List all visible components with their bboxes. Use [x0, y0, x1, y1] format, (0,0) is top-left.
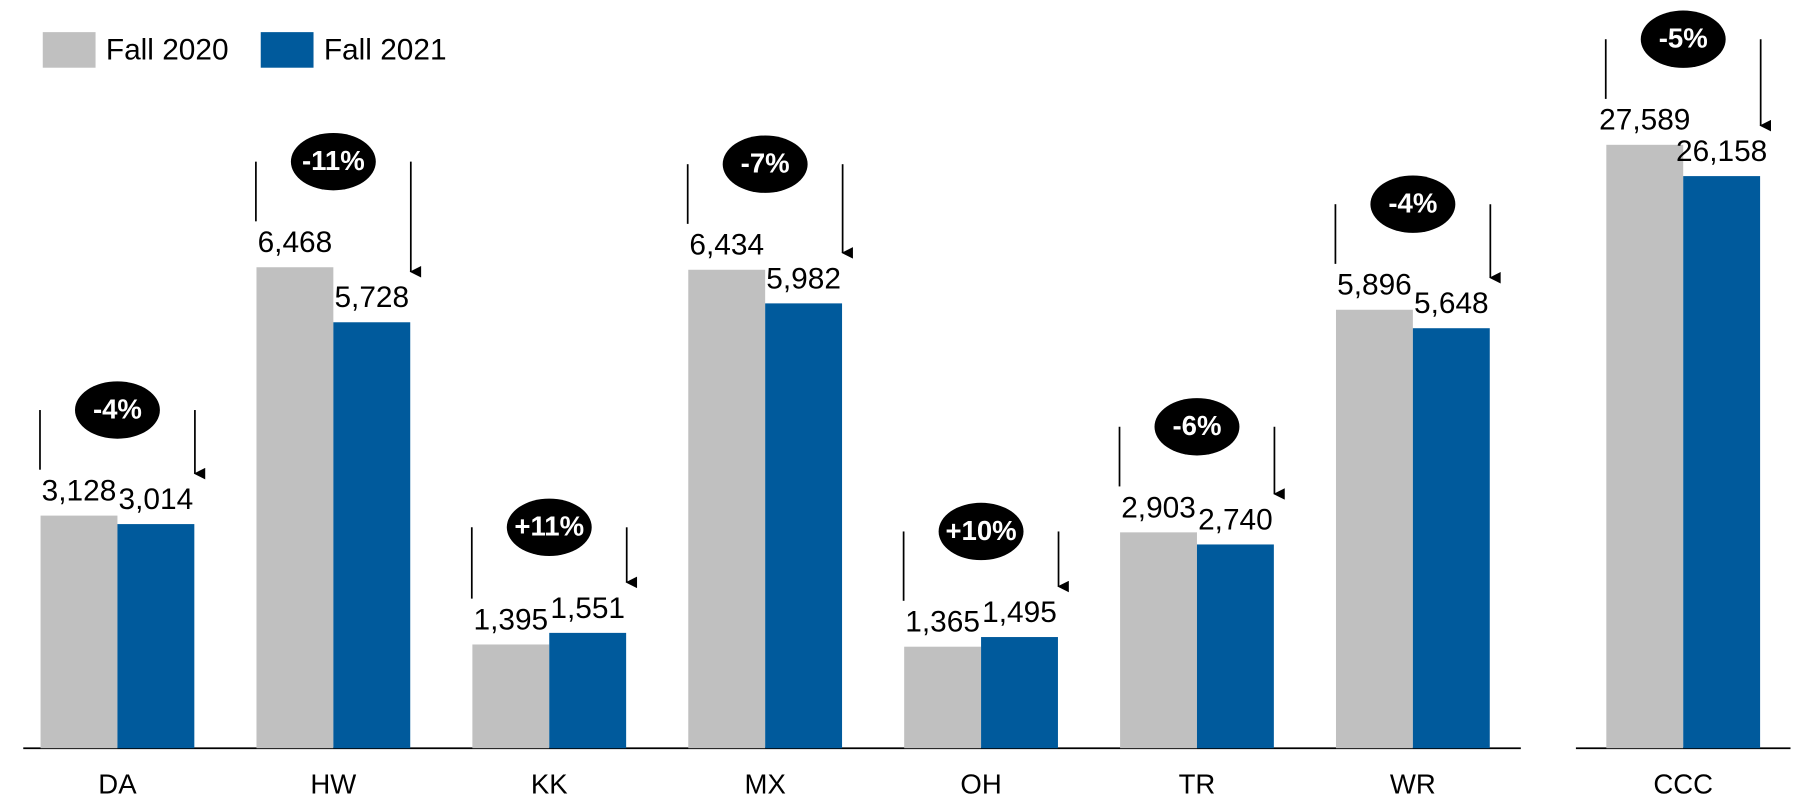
bar: [549, 632, 627, 749]
x-tick-label: KK: [531, 768, 568, 799]
value-label: 1,365: [905, 606, 980, 639]
annotation-label: -4%: [1388, 188, 1437, 219]
bar: [40, 515, 118, 749]
annotation-bubble: [506, 498, 592, 556]
bar: [256, 267, 334, 749]
bar: [981, 637, 1058, 749]
bar: [333, 322, 411, 749]
bar: [688, 269, 766, 749]
value-label: 1,495: [982, 596, 1057, 629]
x-tick-label: DA: [98, 768, 137, 799]
annotation-bubble: [722, 135, 808, 193]
bar: [472, 644, 550, 749]
bar: [1120, 532, 1197, 749]
legend-swatch: [42, 32, 96, 68]
annotation-bubble: [1154, 398, 1240, 456]
legend-label: Fall 2021: [324, 34, 447, 67]
annotation-label: +10%: [945, 515, 1016, 546]
bar: [904, 646, 982, 749]
value-label: 1,551: [550, 592, 625, 625]
bar: [1683, 176, 1761, 749]
annotation-label: -11%: [302, 145, 365, 176]
bar: [1606, 144, 1684, 749]
x-tick-label: TR: [1179, 768, 1216, 799]
x-tick-label: OH: [960, 768, 1001, 799]
bar: [1335, 309, 1413, 749]
value-label: 5,896: [1337, 269, 1412, 302]
bar: [765, 303, 843, 749]
annotation-label: -4%: [93, 393, 142, 424]
value-label: 26,158: [1676, 135, 1767, 168]
value-label: 6,434: [689, 229, 764, 262]
value-label: 3,128: [42, 475, 117, 508]
value-label: 5,982: [766, 262, 841, 295]
value-label: 2,903: [1121, 491, 1196, 524]
x-tick-label: MX: [745, 768, 786, 799]
annotation-bubble: [1640, 10, 1726, 68]
annotation-label: -7%: [741, 148, 790, 179]
bar: [1196, 544, 1274, 749]
annotation-bubble: [938, 502, 1024, 561]
value-label: 5,648: [1414, 287, 1489, 320]
bar: [117, 524, 195, 749]
bar: [1412, 328, 1490, 749]
value-label: 27,589: [1599, 104, 1690, 137]
annotation-bubble: [290, 132, 376, 191]
annotation-label: -6%: [1172, 410, 1221, 441]
legend-label: Fall 2020: [106, 34, 229, 67]
annotation-label: -5%: [1659, 23, 1708, 54]
x-tick-label: CCC: [1653, 768, 1713, 799]
annotation-bubble: [1370, 175, 1456, 233]
annotation-label: +11%: [514, 511, 584, 542]
value-label: 1,395: [473, 603, 548, 636]
x-tick-label: HW: [310, 768, 356, 799]
value-label: 3,014: [119, 483, 194, 516]
legend-swatch: [260, 32, 314, 68]
value-label: 5,728: [334, 281, 409, 314]
annotation-bubble: [74, 381, 160, 439]
value-label: 6,468: [258, 226, 333, 259]
value-label: 2,740: [1198, 503, 1273, 536]
x-tick-label: WR: [1390, 768, 1436, 799]
